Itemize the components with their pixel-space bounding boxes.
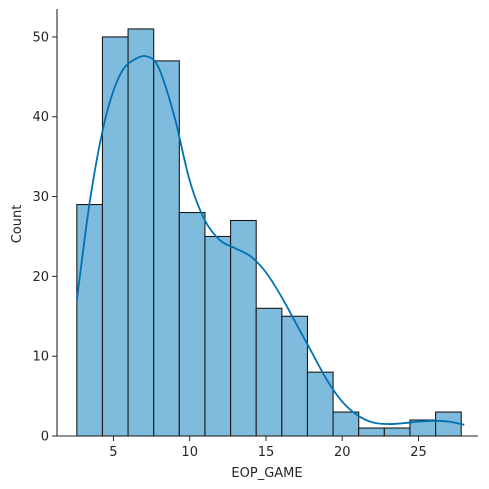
x-tick-label: 5 <box>109 445 117 460</box>
histogram-bar <box>306 371 334 437</box>
y-axis-ticks: 0 10 20 30 40 50 <box>32 30 57 445</box>
histogram-bar <box>127 28 155 437</box>
x-axis-ticks: 5 10 15 20 25 <box>109 436 427 460</box>
y-tick-label: 10 <box>32 350 49 365</box>
x-tick-label: 25 <box>410 445 427 460</box>
x-tick-label: 15 <box>258 445 275 460</box>
y-axis-label: Count <box>10 205 25 244</box>
histogram-bar <box>332 411 360 437</box>
x-tick-label: 10 <box>181 445 198 460</box>
histogram-bar <box>76 203 104 437</box>
histogram-bar <box>383 427 411 437</box>
histogram-bar <box>358 427 385 437</box>
histogram-bar <box>281 315 309 437</box>
x-tick-label: 20 <box>334 445 351 460</box>
y-tick-label: 40 <box>32 110 49 125</box>
y-tick-label: 20 <box>32 270 49 285</box>
histogram-bar <box>255 307 283 437</box>
x-axis-label: EOP_GAME <box>231 466 302 481</box>
y-tick-label: 30 <box>32 190 49 205</box>
histogram-bars <box>76 28 462 437</box>
histogram-bar <box>204 235 232 437</box>
histogram-bar <box>153 60 180 437</box>
y-tick-label: 50 <box>32 30 49 45</box>
histogram-bar <box>178 211 206 437</box>
y-tick-label: 0 <box>41 430 49 445</box>
kde-curve <box>75 55 465 426</box>
histogram-bar <box>101 36 129 437</box>
